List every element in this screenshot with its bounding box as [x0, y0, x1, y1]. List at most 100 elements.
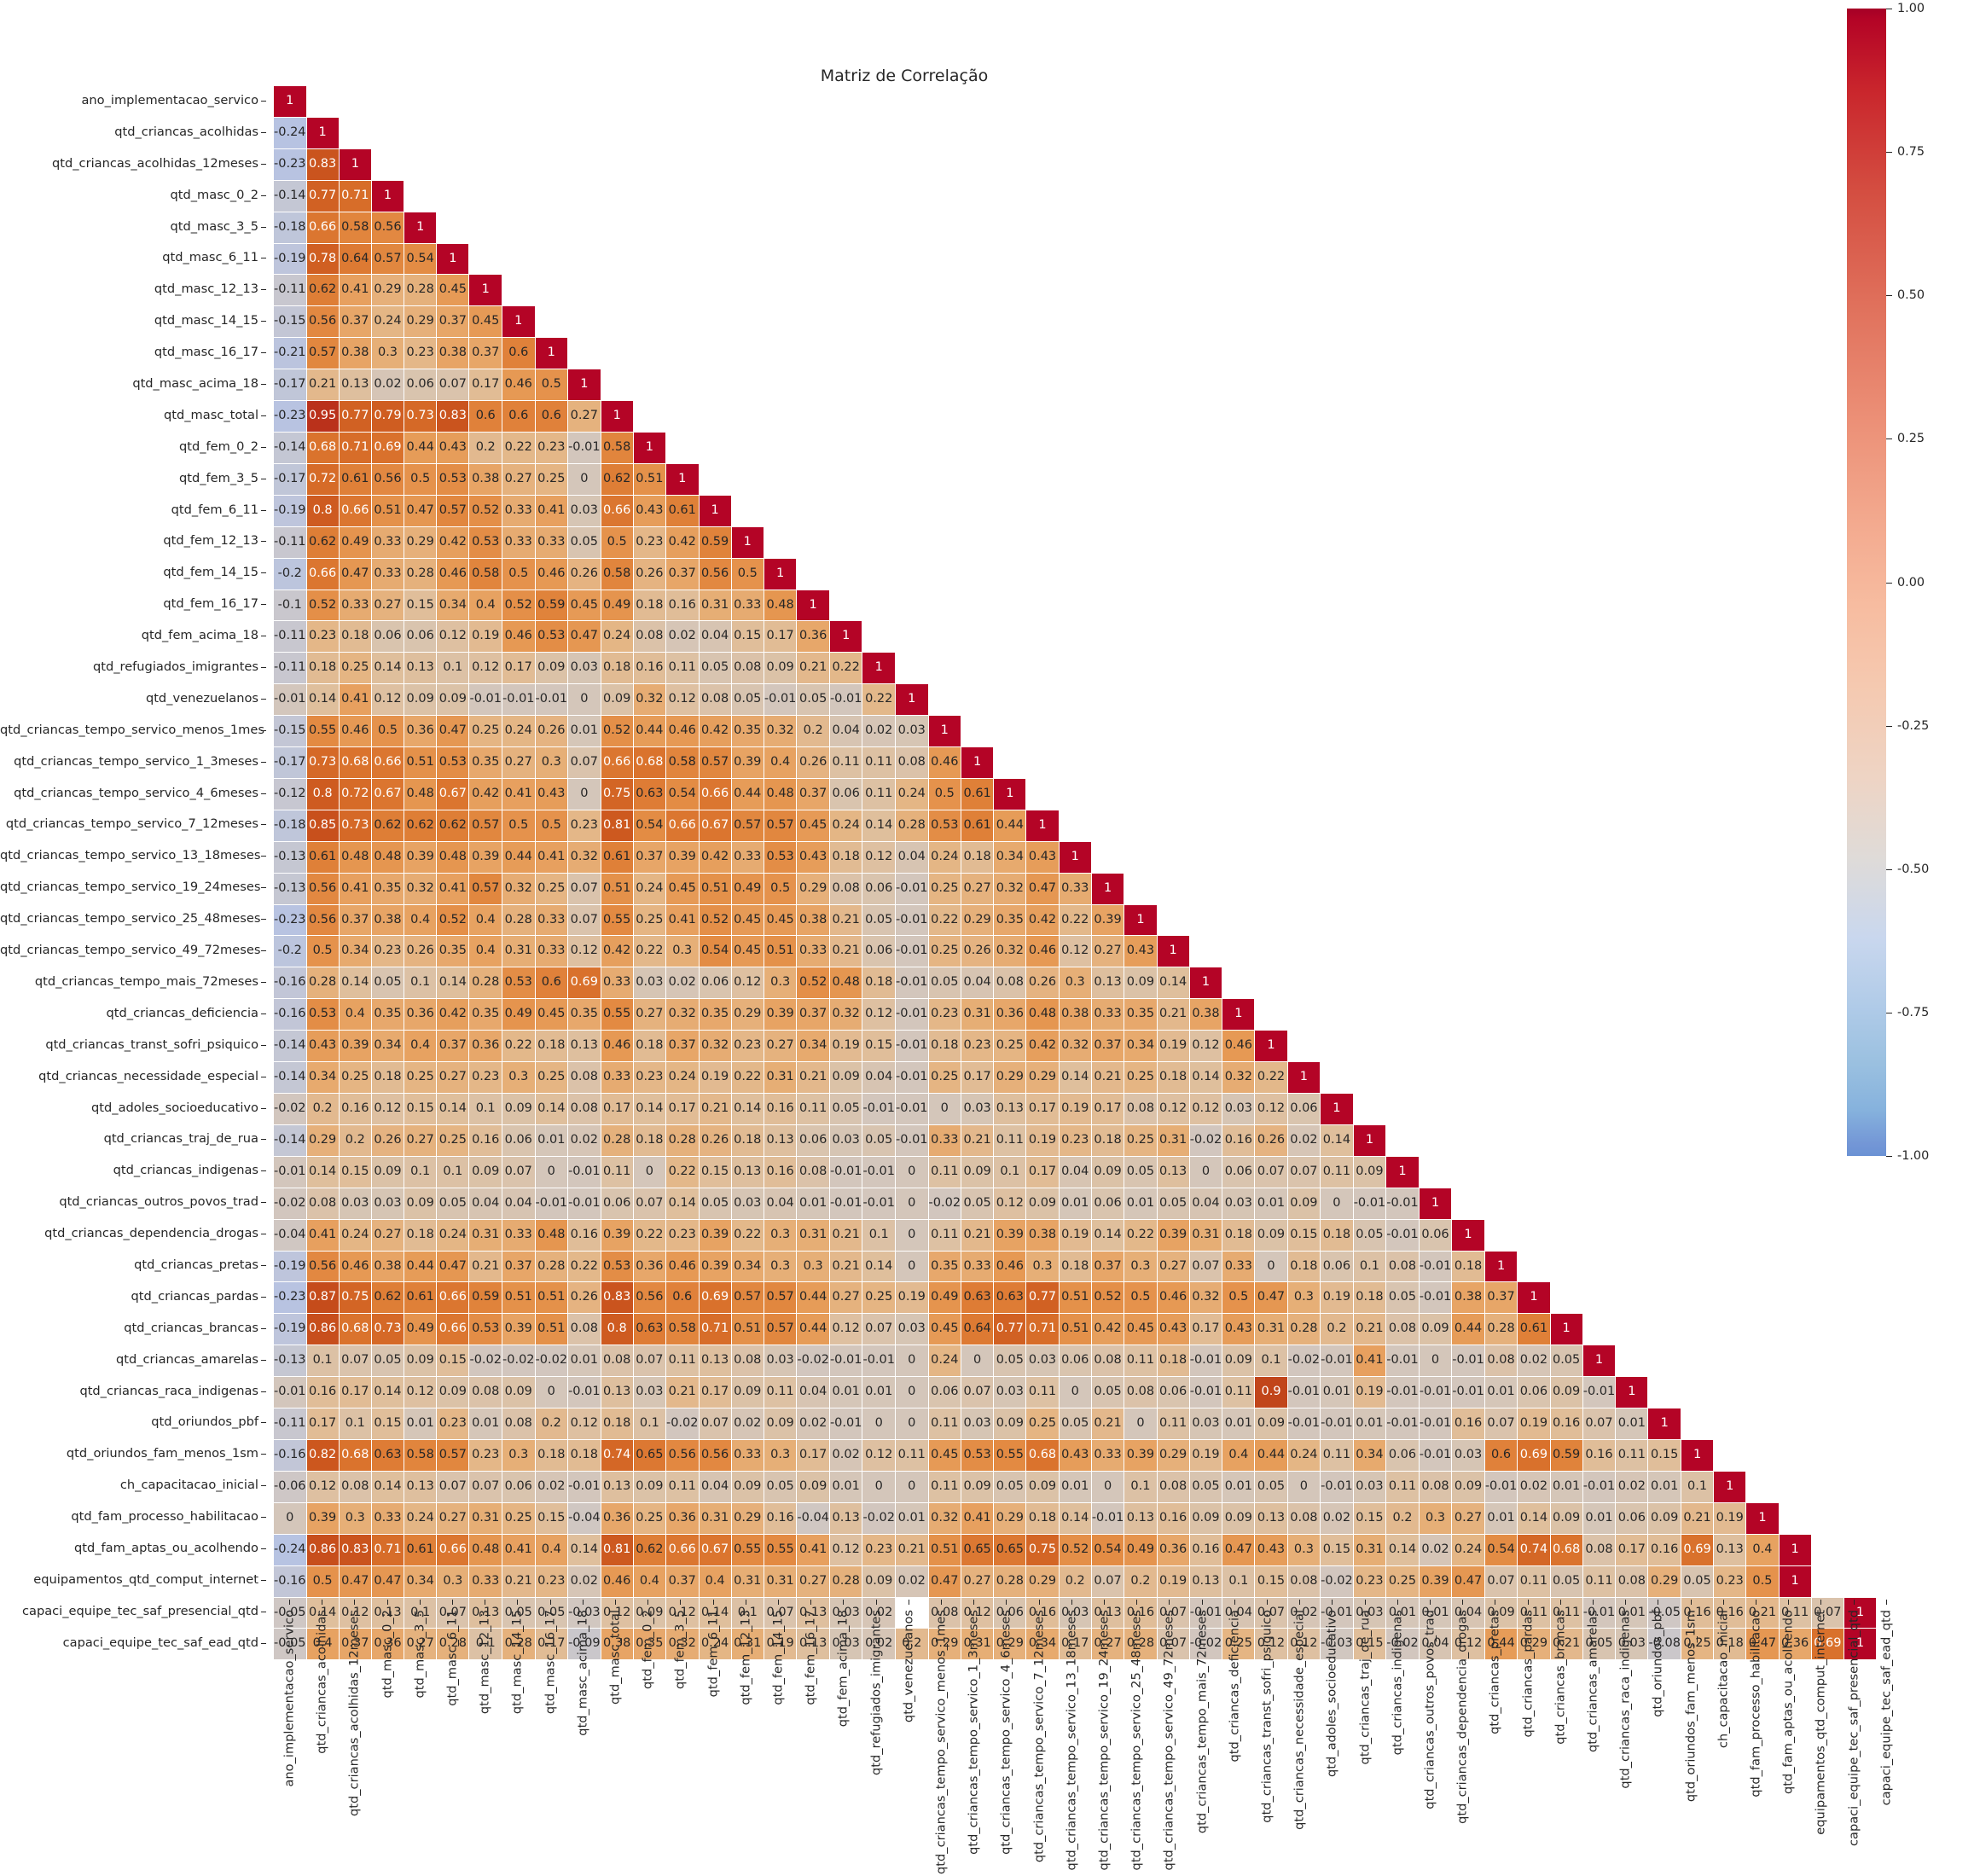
heatmap-cell: 0.11: [764, 1377, 797, 1408]
heatmap-cell: -0.01: [1452, 1345, 1484, 1377]
y-axis-tick-mark: [261, 981, 266, 983]
heatmap-cell: 0.24: [928, 841, 961, 873]
heatmap-cell-empty: [437, 149, 468, 180]
heatmap-cell: 1: [1681, 1439, 1714, 1471]
heatmap-cell: 0.32: [699, 1031, 731, 1062]
heatmap-cell: 0.08: [568, 1062, 601, 1093]
heatmap-cell: 0.28: [829, 1565, 862, 1597]
heatmap-cell-empty: [700, 338, 731, 369]
heatmap-cell: 0.1: [994, 1156, 1026, 1188]
y-axis-tick-label: ch_capacitacao_inicial: [0, 1470, 266, 1501]
heatmap-cell-empty: [1812, 1094, 1844, 1124]
heatmap-cell: 0.08: [633, 621, 665, 653]
heatmap-cell: 0.48: [437, 841, 469, 873]
x-axis-tick-slot: qtd_masc_16_17: [534, 1600, 566, 1873]
heatmap-cell-empty: [896, 275, 928, 305]
heatmap-cell-empty: [994, 306, 1025, 337]
y-axis-tick-label: qtd_fem_0_2: [0, 432, 266, 463]
heatmap-row: -0.14 0.77 0.71 1: [274, 180, 1908, 212]
heatmap-cell: 0.53: [535, 621, 568, 653]
heatmap-cell-empty: [1877, 1566, 1908, 1597]
heatmap-cell: 1: [1484, 1251, 1518, 1282]
x-axis-tick-label: ch_capacitacao_inicial: [1716, 1610, 1731, 1749]
heatmap-cell: 0.08: [731, 653, 764, 684]
heatmap-cell: 1: [797, 590, 829, 621]
x-axis-tick-mark: [1820, 1600, 1822, 1605]
heatmap-cell: 0.27: [568, 401, 601, 432]
heatmap-cell: 0.4: [306, 1629, 339, 1660]
heatmap-cell: 0.09: [535, 653, 568, 684]
heatmap-cell: 0.05: [699, 653, 731, 684]
y-axis-tick-mark: [261, 1139, 266, 1141]
x-axis-tick-slot: qtd_refugiados_imigrantes: [860, 1600, 892, 1873]
heatmap-cell: 0.28: [1484, 1314, 1518, 1345]
heatmap-cell-empty: [1518, 779, 1549, 810]
heatmap-cell: -0.11: [274, 1408, 306, 1439]
heatmap-cell-empty: [1583, 118, 1616, 148]
heatmap-cell: 0.51: [535, 1314, 568, 1345]
heatmap-cell-empty: [1026, 496, 1058, 526]
heatmap-cell-empty: [1844, 1472, 1876, 1502]
heatmap-cell: 0.15: [535, 1502, 568, 1534]
heatmap-cell-empty: [1616, 874, 1647, 904]
heatmap-cell-empty: [1746, 212, 1778, 243]
heatmap-cell-empty: [536, 244, 568, 275]
heatmap-cell: 0.48: [404, 778, 437, 810]
heatmap-cell: 0.43: [1026, 841, 1059, 873]
heatmap-cell: 0.4: [1746, 1534, 1779, 1565]
heatmap-cell-empty: [1583, 1252, 1616, 1282]
heatmap-cell-empty: [1714, 401, 1745, 432]
x-axis-tick-slot: qtd_fem_0_2: [631, 1600, 664, 1873]
heatmap-cell: 0.57: [437, 1439, 469, 1471]
heatmap-cell-empty: [1648, 1094, 1681, 1124]
heatmap-cell-empty: [502, 86, 535, 117]
heatmap-cell: 0.27: [371, 1219, 404, 1251]
heatmap-cell: 0.04: [1452, 1597, 1484, 1629]
heatmap-cell: 0.83: [306, 148, 339, 180]
heatmap-cell: 0.33: [535, 526, 568, 558]
heatmap-cell-empty: [1255, 747, 1286, 778]
x-axis-tick-label: qtd_criancas_tempo_servico_13_18meses: [1064, 1610, 1079, 1871]
heatmap-cell-empty: [1124, 559, 1156, 590]
heatmap-cell-empty: [1452, 338, 1484, 369]
heatmap-cell: 0.42: [469, 778, 502, 810]
heatmap-cell-empty: [929, 496, 961, 526]
heatmap-cell-empty: [1288, 527, 1321, 558]
heatmap-cell-empty: [1158, 747, 1189, 778]
x-axis-tick-label: capaci_equipe_tec_saf_ead_qtd: [1878, 1610, 1894, 1806]
heatmap-cell: 0.34: [731, 1251, 764, 1282]
heatmap-cell: 0.02: [371, 369, 404, 401]
heatmap-cell: 0.48: [339, 841, 371, 873]
y-axis-labels: ano_implementacao_servico qtd_criancas_ac…: [0, 85, 266, 1659]
heatmap-cell-empty: [601, 86, 633, 117]
heatmap-cell-empty: [1648, 842, 1681, 873]
heatmap-cell-empty: [797, 118, 829, 148]
heatmap-row: -0.18 0.66 0.58 0.56 1: [274, 212, 1908, 243]
heatmap-cell: 0.37: [437, 1031, 469, 1062]
heatmap-cell: 0.53: [306, 999, 339, 1031]
heatmap-cell: 0.61: [404, 1534, 437, 1565]
heatmap-cell-empty: [1812, 1062, 1844, 1093]
heatmap-cell-empty: [1060, 779, 1091, 810]
heatmap-cell: 0.56: [371, 463, 404, 495]
heatmap-cell-empty: [929, 275, 961, 305]
heatmap-cell-empty: [732, 306, 764, 337]
x-axis-tick-slot: qtd_criancas_tempo_servico_49_72meses: [1153, 1600, 1185, 1873]
y-axis-tick-label: qtd_fem_6_11: [0, 495, 266, 526]
heatmap-cell: 0.4: [1222, 1439, 1255, 1471]
heatmap-cell-empty: [1485, 716, 1518, 746]
heatmap-cell-empty: [1190, 496, 1222, 526]
heatmap-cell-empty: [1714, 1408, 1745, 1439]
heatmap-cell-empty: [1681, 905, 1713, 936]
heatmap-cell: 0.01: [1321, 1377, 1353, 1408]
heatmap-cell: 0.27: [404, 1629, 437, 1660]
heatmap-cell: 0.14: [371, 1471, 404, 1502]
heatmap-cell: 0.03: [1189, 1408, 1222, 1439]
heatmap-cell: 0.06: [928, 1377, 961, 1408]
x-axis-tick-label: qtd_criancas_tempo_servico_25_48meses: [1129, 1610, 1144, 1871]
heatmap-cell-empty: [1746, 621, 1778, 652]
heatmap-cell-empty: [1222, 590, 1254, 621]
heatmap-cell-empty: [1518, 621, 1549, 652]
heatmap-cell: 0.01: [535, 1124, 568, 1156]
heatmap-cell: 0.2: [1124, 1565, 1157, 1597]
